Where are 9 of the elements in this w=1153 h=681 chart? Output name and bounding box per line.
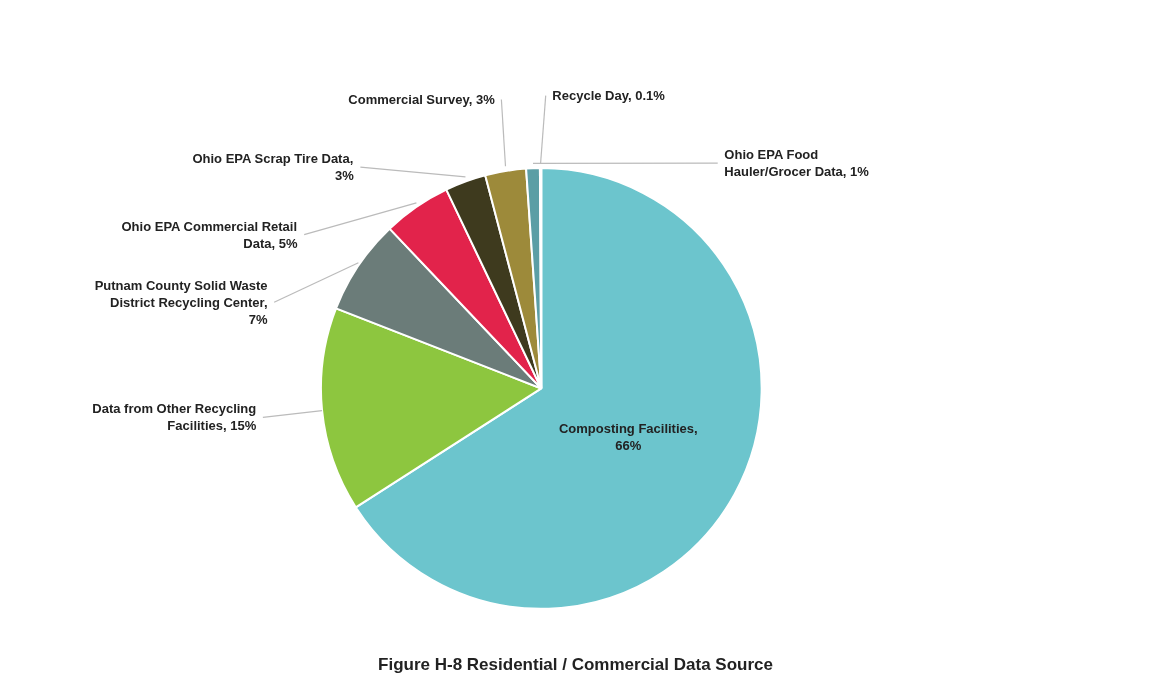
text: Figure H-8 Residential / Commercial Data Source [378,654,773,674]
slice-label: Putnam County Solid Waste District Recycling Center, 7% [94,277,268,327]
slice-label: Ohio EPA Food Hauler/Grocer Data, 1% [724,147,870,180]
slice-label: Ohio EPA Scrap Tire Data, 3% [192,151,355,184]
slice-label: Data from Other Recycling Facilities, 15% [92,401,257,434]
slice-label: Recycle Day, 0.1% [552,88,666,104]
slice-label: Ohio EPA Commercial Retail Data, 5% [121,218,298,251]
slice-label: Composting Facilities, 66% [558,421,698,454]
slice-label: Commercial Survey, 3% [348,92,496,107]
